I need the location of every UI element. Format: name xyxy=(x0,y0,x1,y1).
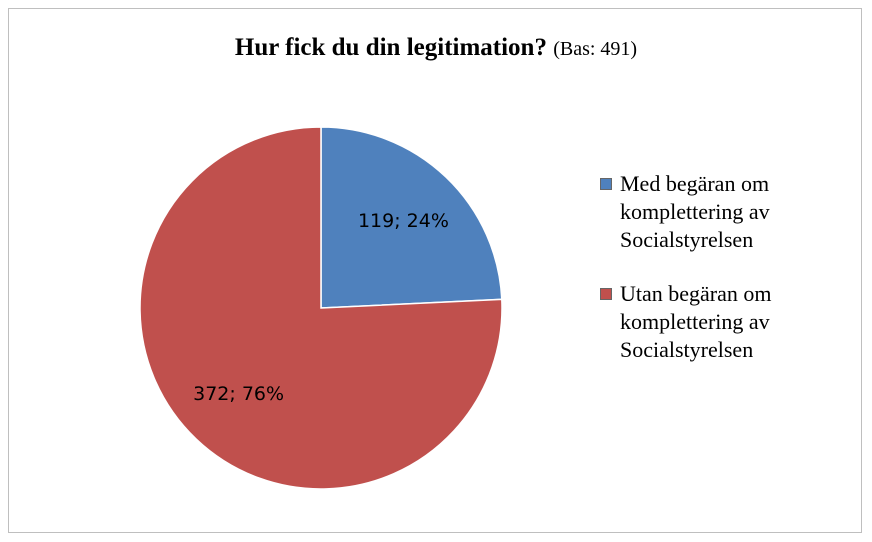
chart-subtitle: (Bas: 491) xyxy=(553,38,638,60)
legend-swatch xyxy=(600,288,612,300)
legend-item: Utan begäran om komplettering av Socials… xyxy=(600,280,800,364)
pie-slice xyxy=(320,126,503,309)
pie-slice xyxy=(139,126,503,490)
data-label: 372; 76% xyxy=(193,383,284,405)
title-block: Hur fick du din legitimation? (Bas: 491) xyxy=(0,34,872,62)
legend-label: Med begäran om komplettering av Socialst… xyxy=(620,171,770,252)
legend-item: Med begäran om komplettering av Socialst… xyxy=(600,170,800,254)
legend-label: Utan begäran om komplettering av Socials… xyxy=(620,281,772,362)
legend-swatch xyxy=(600,178,612,190)
data-label: 119; 24% xyxy=(358,210,449,232)
chart-title: Hur fick du din legitimation? xyxy=(234,34,547,61)
chart-frame xyxy=(8,8,862,533)
